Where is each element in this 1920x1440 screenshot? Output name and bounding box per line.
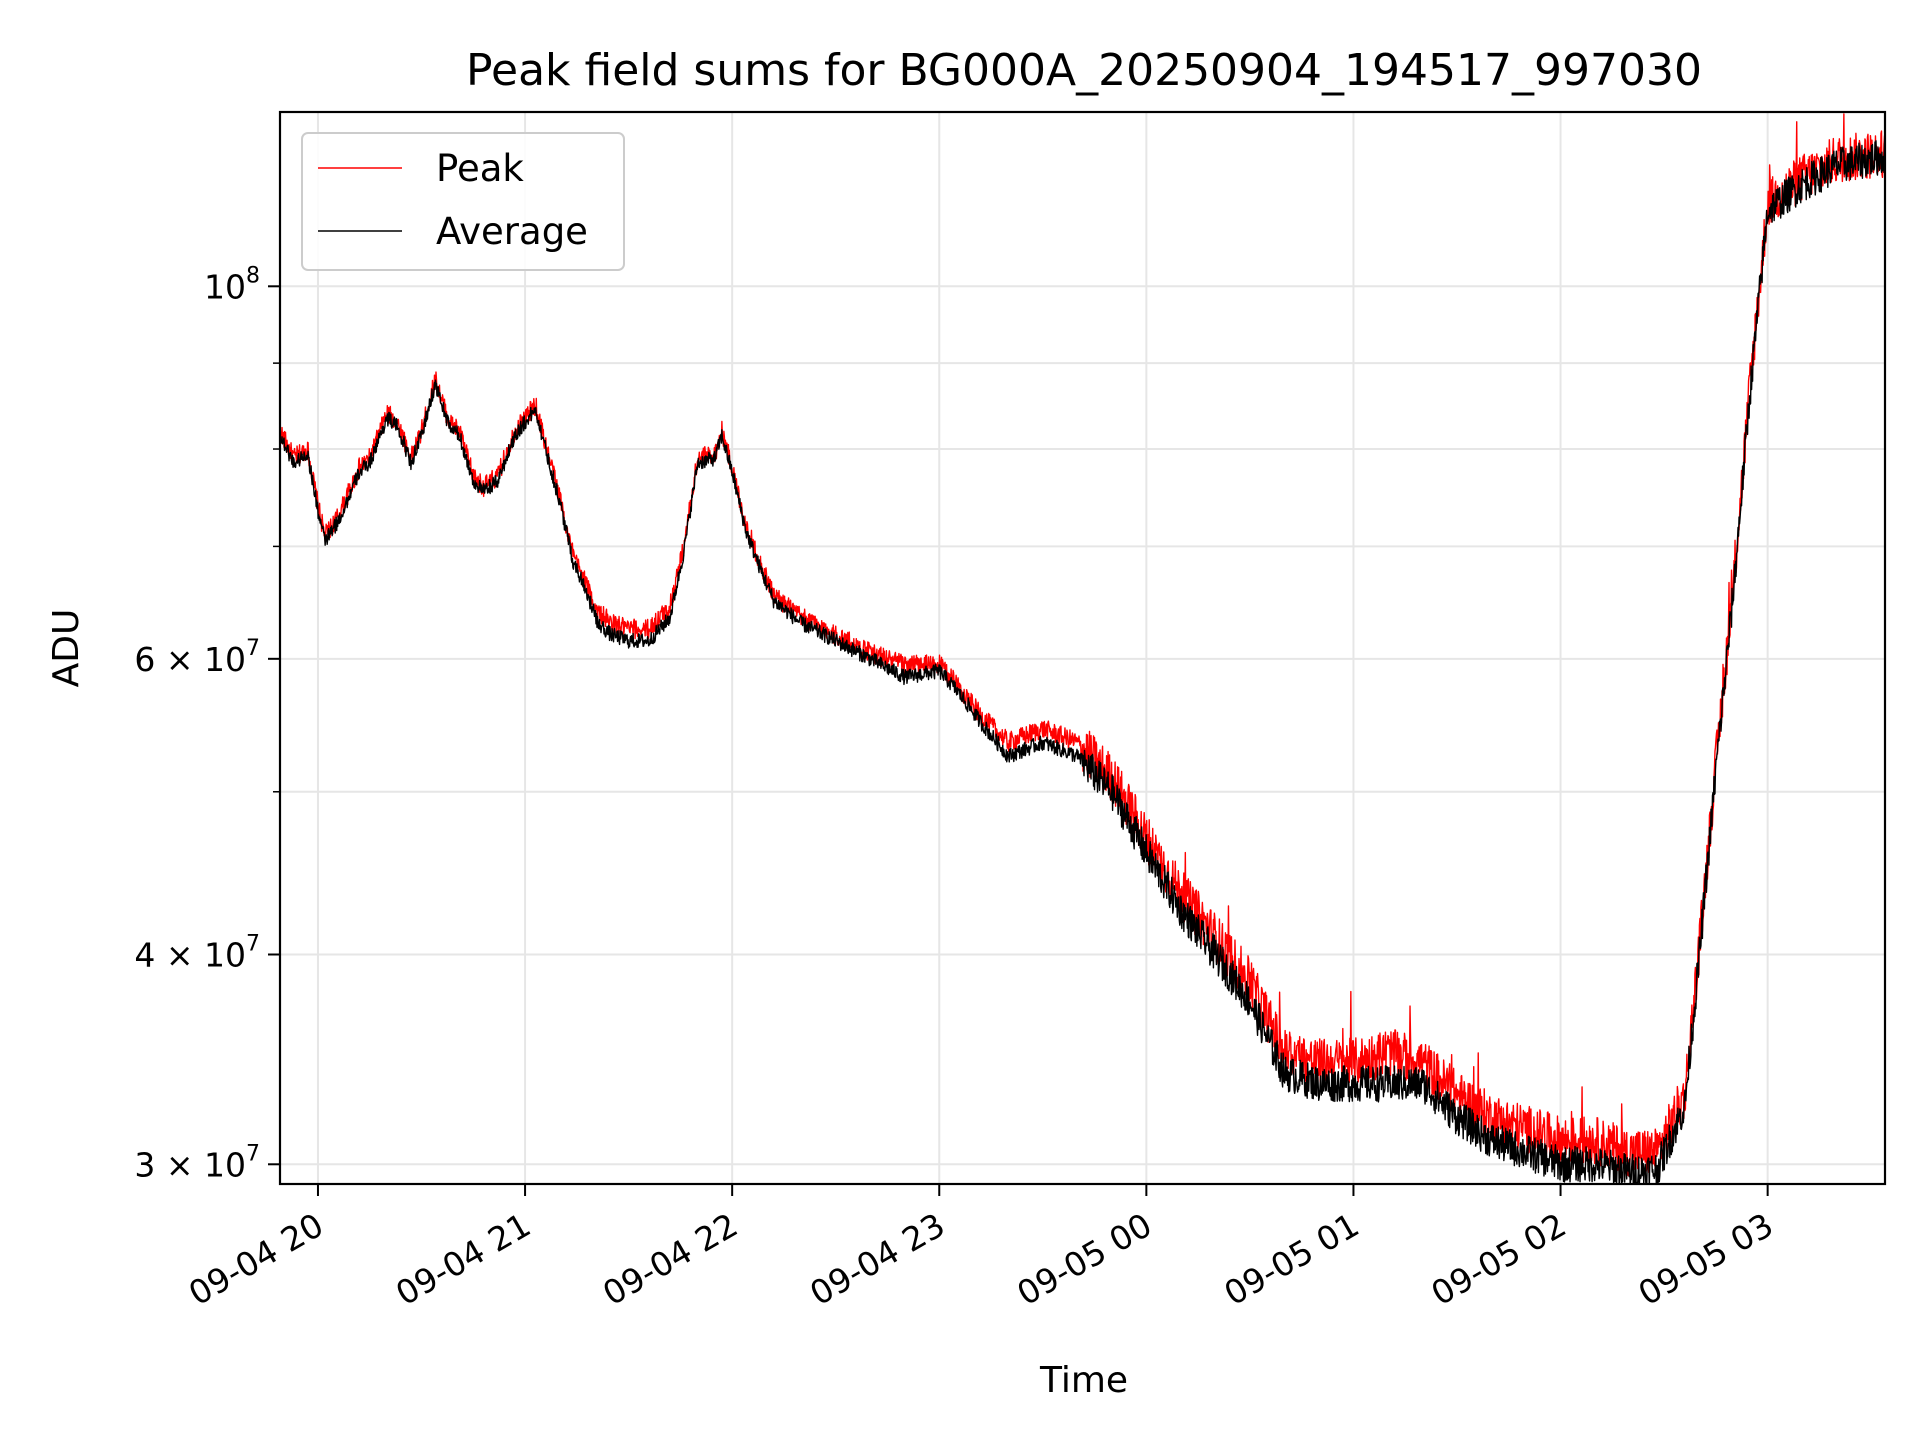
y-axis: 3 × 107 4 × 107 6 × 107 108 xyxy=(134,263,280,1184)
series-line-peak xyxy=(280,113,1885,1177)
y-tick-label: 108 xyxy=(204,263,260,306)
grid xyxy=(280,112,1885,1184)
series-line-average xyxy=(280,140,1885,1184)
y-tick-label: 3 × 107 xyxy=(134,1141,260,1184)
series-layer xyxy=(280,113,1885,1184)
legend-label-average: Average xyxy=(436,210,588,253)
chart-title: Peak field sums for BG000A_20250904_1945… xyxy=(466,45,1702,96)
legend-label-peak: Peak xyxy=(436,147,524,190)
legend: Peak Average xyxy=(301,132,625,271)
y-tick-label: 4 × 107 xyxy=(134,931,260,974)
y-tick-label: 6 × 107 xyxy=(134,636,260,679)
x-axis-label: Time xyxy=(1039,1360,1128,1401)
y-axis-label: ADU xyxy=(46,609,87,688)
plot-frame xyxy=(278,110,1887,1186)
